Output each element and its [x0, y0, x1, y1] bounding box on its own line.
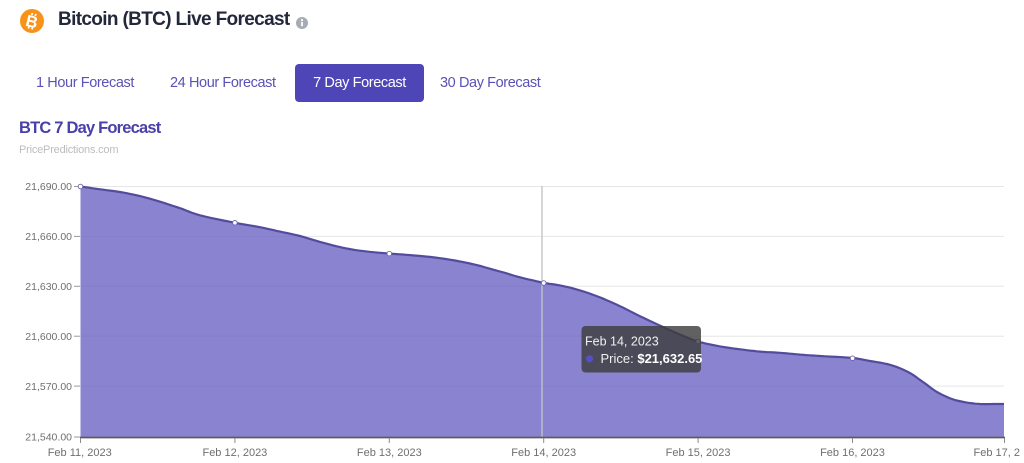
svg-text:Price: $21,632.65: Price: $21,632.65 — [601, 351, 703, 366]
svg-text:B: B — [24, 12, 40, 32]
svg-text:21,690.00: 21,690.00 — [25, 181, 72, 193]
svg-text:Feb 11, 2023: Feb 11, 2023 — [48, 447, 112, 459]
svg-text:21,630.00: 21,630.00 — [25, 281, 72, 293]
svg-text:21,570.00: 21,570.00 — [25, 381, 72, 393]
svg-text:Feb 14, 2023: Feb 14, 2023 — [511, 447, 576, 459]
svg-text:Feb 12, 2023: Feb 12, 2023 — [202, 447, 267, 459]
svg-text:21,660.00: 21,660.00 — [25, 231, 72, 243]
svg-text:Feb 15, 2023: Feb 15, 2023 — [666, 447, 731, 459]
svg-text:Feb 16, 2023: Feb 16, 2023 — [820, 447, 885, 459]
svg-text:21,600.00: 21,600.00 — [25, 331, 72, 343]
svg-text:Feb 14, 2023: Feb 14, 2023 — [585, 335, 659, 349]
svg-text:Feb 13, 2023: Feb 13, 2023 — [357, 447, 422, 459]
svg-text:Feb 17, 2: Feb 17, 2 — [974, 447, 1020, 459]
svg-text:21,540.00: 21,540.00 — [25, 432, 72, 444]
